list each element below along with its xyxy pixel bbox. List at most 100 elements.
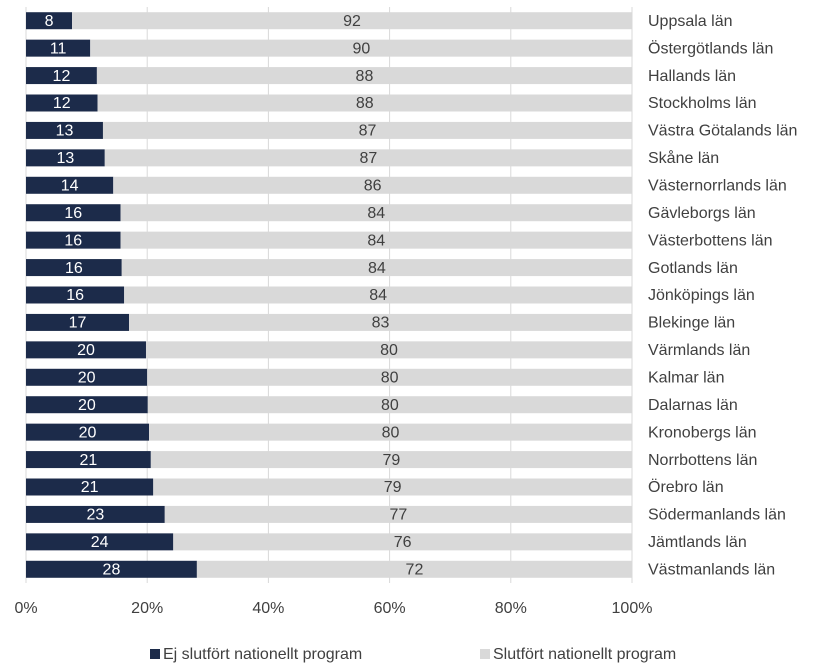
bar-segment bbox=[26, 533, 174, 551]
bar-segment bbox=[26, 121, 103, 139]
category-label: Dalarnas län bbox=[648, 397, 738, 414]
data-label: 20 bbox=[79, 424, 97, 441]
bar-segment bbox=[120, 231, 632, 249]
category-label: Hallands län bbox=[648, 68, 736, 85]
bar-segment bbox=[164, 505, 633, 523]
bar-segment bbox=[26, 560, 197, 578]
category-label: Västra Götalands län bbox=[648, 123, 797, 140]
bar-segment bbox=[26, 423, 150, 441]
bar-segment bbox=[149, 423, 632, 441]
data-label: 12 bbox=[53, 68, 71, 85]
category-label: Skåne län bbox=[648, 149, 719, 167]
bar-segment bbox=[26, 204, 121, 222]
data-label: 14 bbox=[61, 178, 79, 195]
bar-segment bbox=[104, 149, 632, 167]
legend-swatch bbox=[480, 649, 490, 659]
bar-segment bbox=[121, 259, 633, 277]
category-label: Jämtlands län bbox=[648, 534, 747, 551]
category-label: Västerbottens län bbox=[648, 232, 773, 249]
bar-segment bbox=[153, 478, 632, 496]
bar-segment bbox=[129, 313, 632, 331]
bar-segment bbox=[145, 341, 632, 359]
category-label: Uppsala län bbox=[648, 13, 733, 30]
category-label: Stockholms län bbox=[648, 95, 757, 112]
data-label: 16 bbox=[64, 232, 82, 249]
x-tick-label: 0% bbox=[14, 600, 37, 617]
category-label: Norrbottens län bbox=[648, 452, 757, 469]
bar-segment bbox=[102, 121, 633, 139]
data-label: 92 bbox=[343, 13, 361, 30]
bar-segment bbox=[26, 67, 97, 85]
bar-segment bbox=[147, 368, 632, 386]
data-label: 13 bbox=[56, 150, 74, 167]
data-label: 86 bbox=[364, 178, 382, 195]
x-tick-label: 80% bbox=[495, 600, 527, 617]
x-tick-label: 20% bbox=[131, 600, 163, 617]
data-label: 90 bbox=[353, 40, 371, 57]
data-label: 20 bbox=[77, 342, 95, 359]
data-label: 13 bbox=[56, 123, 74, 140]
category-label: Västernorrlands län bbox=[648, 178, 787, 195]
data-label: 79 bbox=[383, 452, 401, 469]
bar-segment bbox=[26, 505, 165, 523]
data-label: 16 bbox=[64, 205, 82, 222]
bar-segment bbox=[147, 396, 632, 414]
x-tick-label: 40% bbox=[252, 600, 284, 617]
data-label: 8 bbox=[45, 13, 54, 30]
data-label: 16 bbox=[65, 260, 83, 277]
bar-segment bbox=[90, 39, 633, 57]
category-label: Värmlands län bbox=[648, 342, 750, 359]
category-label: Kronobergs län bbox=[648, 424, 757, 441]
data-label: 20 bbox=[78, 397, 96, 414]
legend-label: Slutfört nationellt program bbox=[493, 646, 676, 663]
data-label: 28 bbox=[103, 562, 121, 579]
bar-segment bbox=[96, 67, 633, 85]
legend-label: Ej slutfört nationellt program bbox=[163, 646, 362, 663]
category-label: Gävleborgs län bbox=[648, 205, 756, 222]
data-label: 84 bbox=[368, 260, 386, 277]
bar-segment bbox=[26, 368, 148, 386]
bar-segment bbox=[26, 286, 125, 304]
data-label: 80 bbox=[381, 397, 399, 414]
data-label: 23 bbox=[86, 507, 104, 524]
category-label: Västmanlands län bbox=[648, 562, 775, 579]
category-label: Blekinge län bbox=[648, 315, 735, 332]
bar-segment bbox=[26, 12, 73, 30]
data-label: 80 bbox=[382, 424, 400, 441]
bar-segment bbox=[196, 560, 632, 578]
data-label: 87 bbox=[359, 123, 377, 140]
bar-segment bbox=[72, 12, 632, 30]
bar-segment bbox=[26, 478, 154, 496]
data-label: 72 bbox=[406, 562, 424, 579]
data-label: 11 bbox=[50, 40, 67, 57]
data-label: 84 bbox=[367, 205, 385, 222]
bar-segment bbox=[124, 286, 632, 304]
data-label: 20 bbox=[78, 370, 96, 387]
bar-segment bbox=[173, 533, 632, 551]
bar-segment bbox=[26, 94, 98, 112]
bar-segment bbox=[120, 204, 632, 222]
bar-segment bbox=[26, 396, 148, 414]
x-tick-label: 100% bbox=[612, 600, 653, 617]
data-label: 84 bbox=[367, 232, 385, 249]
category-label: Östergötlands län bbox=[648, 39, 773, 57]
data-label: 80 bbox=[381, 370, 399, 387]
bar-segment bbox=[26, 231, 121, 249]
bar-segment bbox=[26, 313, 130, 331]
data-label: 88 bbox=[356, 68, 374, 85]
bar-segment bbox=[97, 94, 633, 112]
data-label: 83 bbox=[372, 315, 390, 332]
bar-segment bbox=[26, 39, 91, 57]
data-label: 77 bbox=[389, 507, 407, 524]
data-label: 16 bbox=[66, 287, 84, 304]
category-label: Södermanlands län bbox=[648, 507, 786, 524]
data-label: 12 bbox=[53, 95, 71, 112]
data-label: 80 bbox=[380, 342, 398, 359]
data-label: 21 bbox=[81, 479, 99, 496]
bar-segment bbox=[150, 451, 632, 469]
category-label: Kalmar län bbox=[648, 370, 724, 387]
bar-segment bbox=[26, 176, 114, 194]
data-label: 21 bbox=[80, 452, 98, 469]
legend-swatch bbox=[150, 649, 160, 659]
data-label: 17 bbox=[69, 315, 87, 332]
